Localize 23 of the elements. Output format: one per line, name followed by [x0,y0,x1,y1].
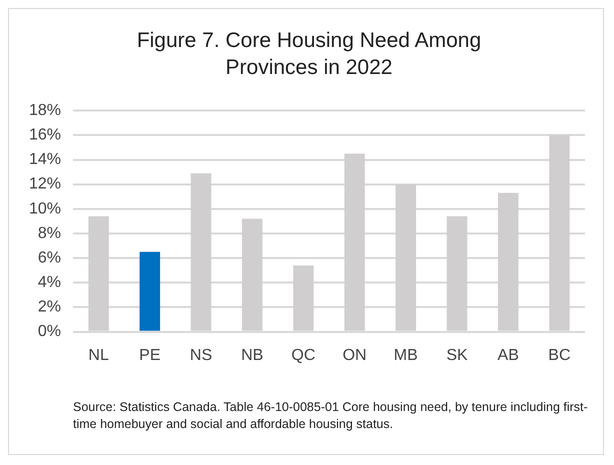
x-tick-label: MB [394,346,418,364]
y-tick-label: 12% [28,176,62,193]
y-tick-label: 18% [28,102,62,120]
y-tick-label: 0% [38,323,62,340]
y-tick-label: 2% [38,298,62,316]
x-tick-label: NB [241,346,264,364]
y-tick-label: 8% [38,224,62,242]
y-tick-label: 4% [38,274,62,292]
x-tick-label: SK [446,346,468,364]
source-note: Source: Statistics Canada. Table 46-10-0085-01 Core housing need, by tenure including first-time homebuyer and social and affordable housing status. [73,399,589,433]
bar [140,252,160,331]
x-tick-label: ON [342,346,367,364]
x-tick-label: NL [88,346,109,364]
x-tick-label: QC [291,346,316,364]
x-tick-label: BC [548,346,571,364]
x-tick-label: NS [190,346,212,364]
chart-title: Figure 7. Core Housing Need Among Provinces in 2022 [136,28,482,81]
x-tick-label: AB [498,346,519,364]
y-tick-label: 16% [28,126,62,144]
y-tick-label: 14% [28,151,62,168]
y-tick-label: 6% [38,249,62,266]
y-tick-label: 10% [28,200,62,218]
x-tick-label: PE [139,346,160,364]
